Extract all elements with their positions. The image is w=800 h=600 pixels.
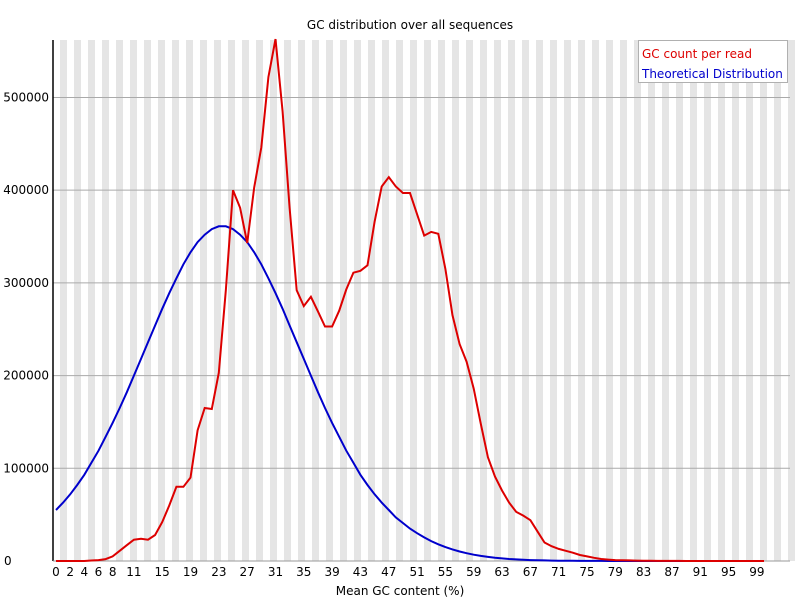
svg-text:35: 35 (296, 565, 311, 579)
svg-text:67: 67 (523, 565, 538, 579)
svg-text:300000: 300000 (3, 276, 49, 290)
chart-title: GC distribution over all sequences (307, 18, 513, 32)
legend-item-theoretical: Theoretical Distribution (642, 67, 783, 81)
svg-text:11: 11 (126, 565, 141, 579)
svg-text:4: 4 (80, 565, 88, 579)
legend-label: GC count per read (642, 47, 752, 61)
svg-text:95: 95 (721, 565, 736, 579)
svg-text:15: 15 (155, 565, 170, 579)
svg-text:6: 6 (95, 565, 103, 579)
legend-label: Theoretical Distribution (642, 67, 783, 81)
svg-text:8: 8 (109, 565, 117, 579)
svg-text:2: 2 (66, 565, 74, 579)
svg-text:83: 83 (636, 565, 651, 579)
svg-text:99: 99 (749, 565, 764, 579)
svg-text:31: 31 (268, 565, 283, 579)
svg-text:23: 23 (211, 565, 226, 579)
svg-text:27: 27 (240, 565, 255, 579)
svg-text:75: 75 (579, 565, 594, 579)
svg-text:51: 51 (409, 565, 424, 579)
y-axis-tick-labels: 0 100000 200000 300000 400000 500000 (3, 90, 49, 568)
gc-count-per-read-line (56, 38, 764, 562)
x-axis-tick-labels: 0 2 4 6 8 11 15 19 23 27 31 35 39 43 47 51 55 59 63 67 71 75 7… (52, 565, 764, 579)
svg-text:91: 91 (693, 565, 708, 579)
svg-text:100000: 100000 (3, 461, 49, 475)
legend: GC count per read Theoretical Distributi… (638, 40, 788, 83)
svg-text:71: 71 (551, 565, 566, 579)
x-axis-label: Mean GC content (%) (336, 584, 465, 598)
svg-text:500000: 500000 (3, 90, 49, 104)
svg-text:0: 0 (52, 565, 60, 579)
svg-text:19: 19 (183, 565, 198, 579)
svg-text:43: 43 (353, 565, 368, 579)
svg-text:59: 59 (466, 565, 481, 579)
svg-text:63: 63 (494, 565, 509, 579)
horizontal-gridlines (53, 96, 790, 469)
svg-text:0: 0 (4, 554, 12, 568)
background-stripes (60, 40, 795, 561)
svg-text:87: 87 (664, 565, 679, 579)
svg-text:47: 47 (381, 565, 396, 579)
svg-text:200000: 200000 (3, 369, 49, 383)
svg-text:400000: 400000 (3, 183, 49, 197)
svg-text:55: 55 (438, 565, 453, 579)
svg-text:39: 39 (324, 565, 339, 579)
legend-item-gc-count: GC count per read (642, 47, 752, 61)
svg-text:79: 79 (608, 565, 623, 579)
